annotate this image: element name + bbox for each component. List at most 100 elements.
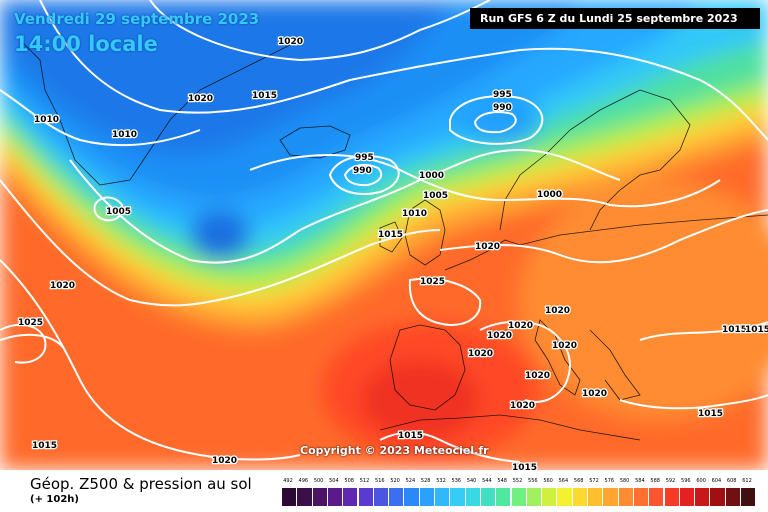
- legend-color-swatch: [725, 488, 740, 506]
- legend-color-swatch: [450, 488, 465, 506]
- europe-coast: [444, 214, 768, 271]
- legend-color-swatch: [588, 488, 603, 506]
- legend-color-swatch: [649, 488, 664, 506]
- legend-color-swatch: [526, 488, 542, 506]
- isobar-label: 1025: [18, 318, 43, 328]
- legend-color-swatch: [343, 488, 358, 506]
- legend-tick-label: 512: [359, 478, 370, 484]
- isobar-1020-mid: [0, 259, 301, 461]
- footer-title: Géop. Z500 & pression au sol: [30, 475, 252, 493]
- legend-tick-label: 528: [420, 478, 431, 484]
- footer-subtitle: (+ 102h): [30, 494, 79, 505]
- britain-coast: [404, 199, 446, 266]
- isobar-label: 1020: [545, 306, 570, 316]
- isobar-label: 1010: [112, 130, 137, 140]
- legend-tick-label: 596: [681, 478, 691, 484]
- legend-tick-label: 508: [344, 478, 354, 484]
- isobar-995-west: [328, 155, 400, 195]
- iberia-coast: [389, 324, 466, 411]
- legend-tick-label: 516: [375, 478, 385, 484]
- isobar-1015-north: [39, 0, 768, 141]
- isobar-label: 1020: [510, 401, 535, 411]
- isobar-label: 1020: [188, 94, 213, 104]
- isobar-1000: [249, 154, 721, 208]
- isobar-1020-west-low: [0, 333, 66, 351]
- isobar-label: 1015: [378, 230, 403, 240]
- legend-color-swatch: [511, 488, 526, 506]
- legend-tick-label: 524: [405, 478, 416, 484]
- legend-color-swatch: [419, 488, 434, 506]
- isobar-1015-mid: [0, 179, 441, 307]
- legend-tick-label: 500: [313, 478, 324, 484]
- isobar-label: 1015: [252, 91, 277, 101]
- copyright-text: Copyright © 2023 Meteociel.fr: [300, 444, 489, 457]
- legend-color-swatch: [297, 488, 312, 506]
- legend-tick-label: 548: [497, 478, 507, 484]
- scandinavia-coast: [499, 89, 691, 231]
- legend-color-swatch: [741, 488, 756, 506]
- isobar-label: 1020: [278, 37, 303, 47]
- isobar-1025: [408, 277, 482, 327]
- legend-color-swatch: [542, 488, 557, 506]
- isobar-label: 995: [355, 153, 374, 163]
- forecast-date: Vendredi 29 septembre 2023: [14, 10, 260, 28]
- italy-coast: [534, 319, 581, 396]
- legend-color-swatch: [465, 488, 480, 506]
- isobar-995-east: [449, 95, 544, 145]
- isobar-label: 1005: [106, 207, 131, 217]
- legend-color-swatch: [618, 488, 633, 506]
- legend-tick-label: 572: [589, 478, 599, 484]
- legend-color-swatch: [603, 488, 618, 506]
- legend-color-swatch: [664, 488, 679, 506]
- legend-color-swatch: [557, 488, 572, 506]
- legend-color-swatch: [389, 488, 404, 506]
- isobar-label: 1015: [698, 409, 723, 419]
- geopotential-map: 1020 1020 1015 1010 1010 1005 995 990 99…: [0, 0, 768, 470]
- legend-color-swatch: [710, 488, 725, 506]
- legend-color-swatch: [312, 488, 327, 506]
- isobar-1020-north: [149, 0, 491, 62]
- isobar-label: 1015: [512, 463, 537, 470]
- isobar-label: 1020: [508, 321, 533, 331]
- isobars: [0, 0, 768, 462]
- legend-color-swatch: [327, 488, 343, 506]
- isobar-label: 1020: [582, 389, 607, 399]
- isobar-1010: [0, 89, 201, 147]
- isobar-990-east: [473, 111, 517, 134]
- legend-tick-label: 552: [512, 478, 523, 484]
- isobar-990-west: [343, 163, 383, 187]
- isobar-label: 990: [353, 166, 372, 176]
- isobar-label: 1020: [552, 341, 577, 351]
- legend-color-swatch: [695, 488, 710, 506]
- greenland-coast: [19, 39, 301, 186]
- isobar-label: 1020: [525, 371, 550, 381]
- isobar-label: 1025: [420, 277, 445, 287]
- isobar-label: 1020: [212, 456, 237, 466]
- legend-tick-label: 600: [696, 478, 706, 484]
- isobar-label: 1020: [50, 281, 75, 291]
- legend-tick-label: 544: [482, 478, 492, 484]
- isobar-1015-southeast: [619, 394, 768, 410]
- legend-tick-label: 540: [466, 478, 477, 484]
- isobar-label: 1015: [722, 325, 747, 335]
- isobar-label: 1020: [468, 349, 493, 359]
- legend-tick-label: 576: [604, 478, 615, 484]
- isobar-1015-south: [379, 431, 521, 463]
- legend-tick-label: 556: [528, 478, 538, 484]
- legend-color-swatch: [496, 488, 511, 506]
- coastlines: [19, 39, 768, 441]
- isobar-label: 995: [493, 90, 512, 100]
- legend-tick-label: 612: [742, 478, 752, 484]
- isobar-label: 1000: [537, 190, 562, 200]
- legend-tick-label: 520: [390, 478, 400, 484]
- run-info-box: Run GFS 6 Z du Lundi 25 septembre 2023: [470, 8, 760, 29]
- legend-color-swatch: [679, 488, 695, 506]
- isobar-label: 1005: [423, 191, 448, 201]
- legend-tick-label: 560: [543, 478, 553, 484]
- isobar-labels: 1020 1020 1015 1010 1010 1005 995 990 99…: [17, 36, 768, 470]
- legend-color-swatch: [633, 488, 649, 506]
- legend-color-swatch: [572, 488, 587, 506]
- isobar-label: 990: [493, 103, 512, 113]
- legend-color-swatch: [373, 488, 389, 506]
